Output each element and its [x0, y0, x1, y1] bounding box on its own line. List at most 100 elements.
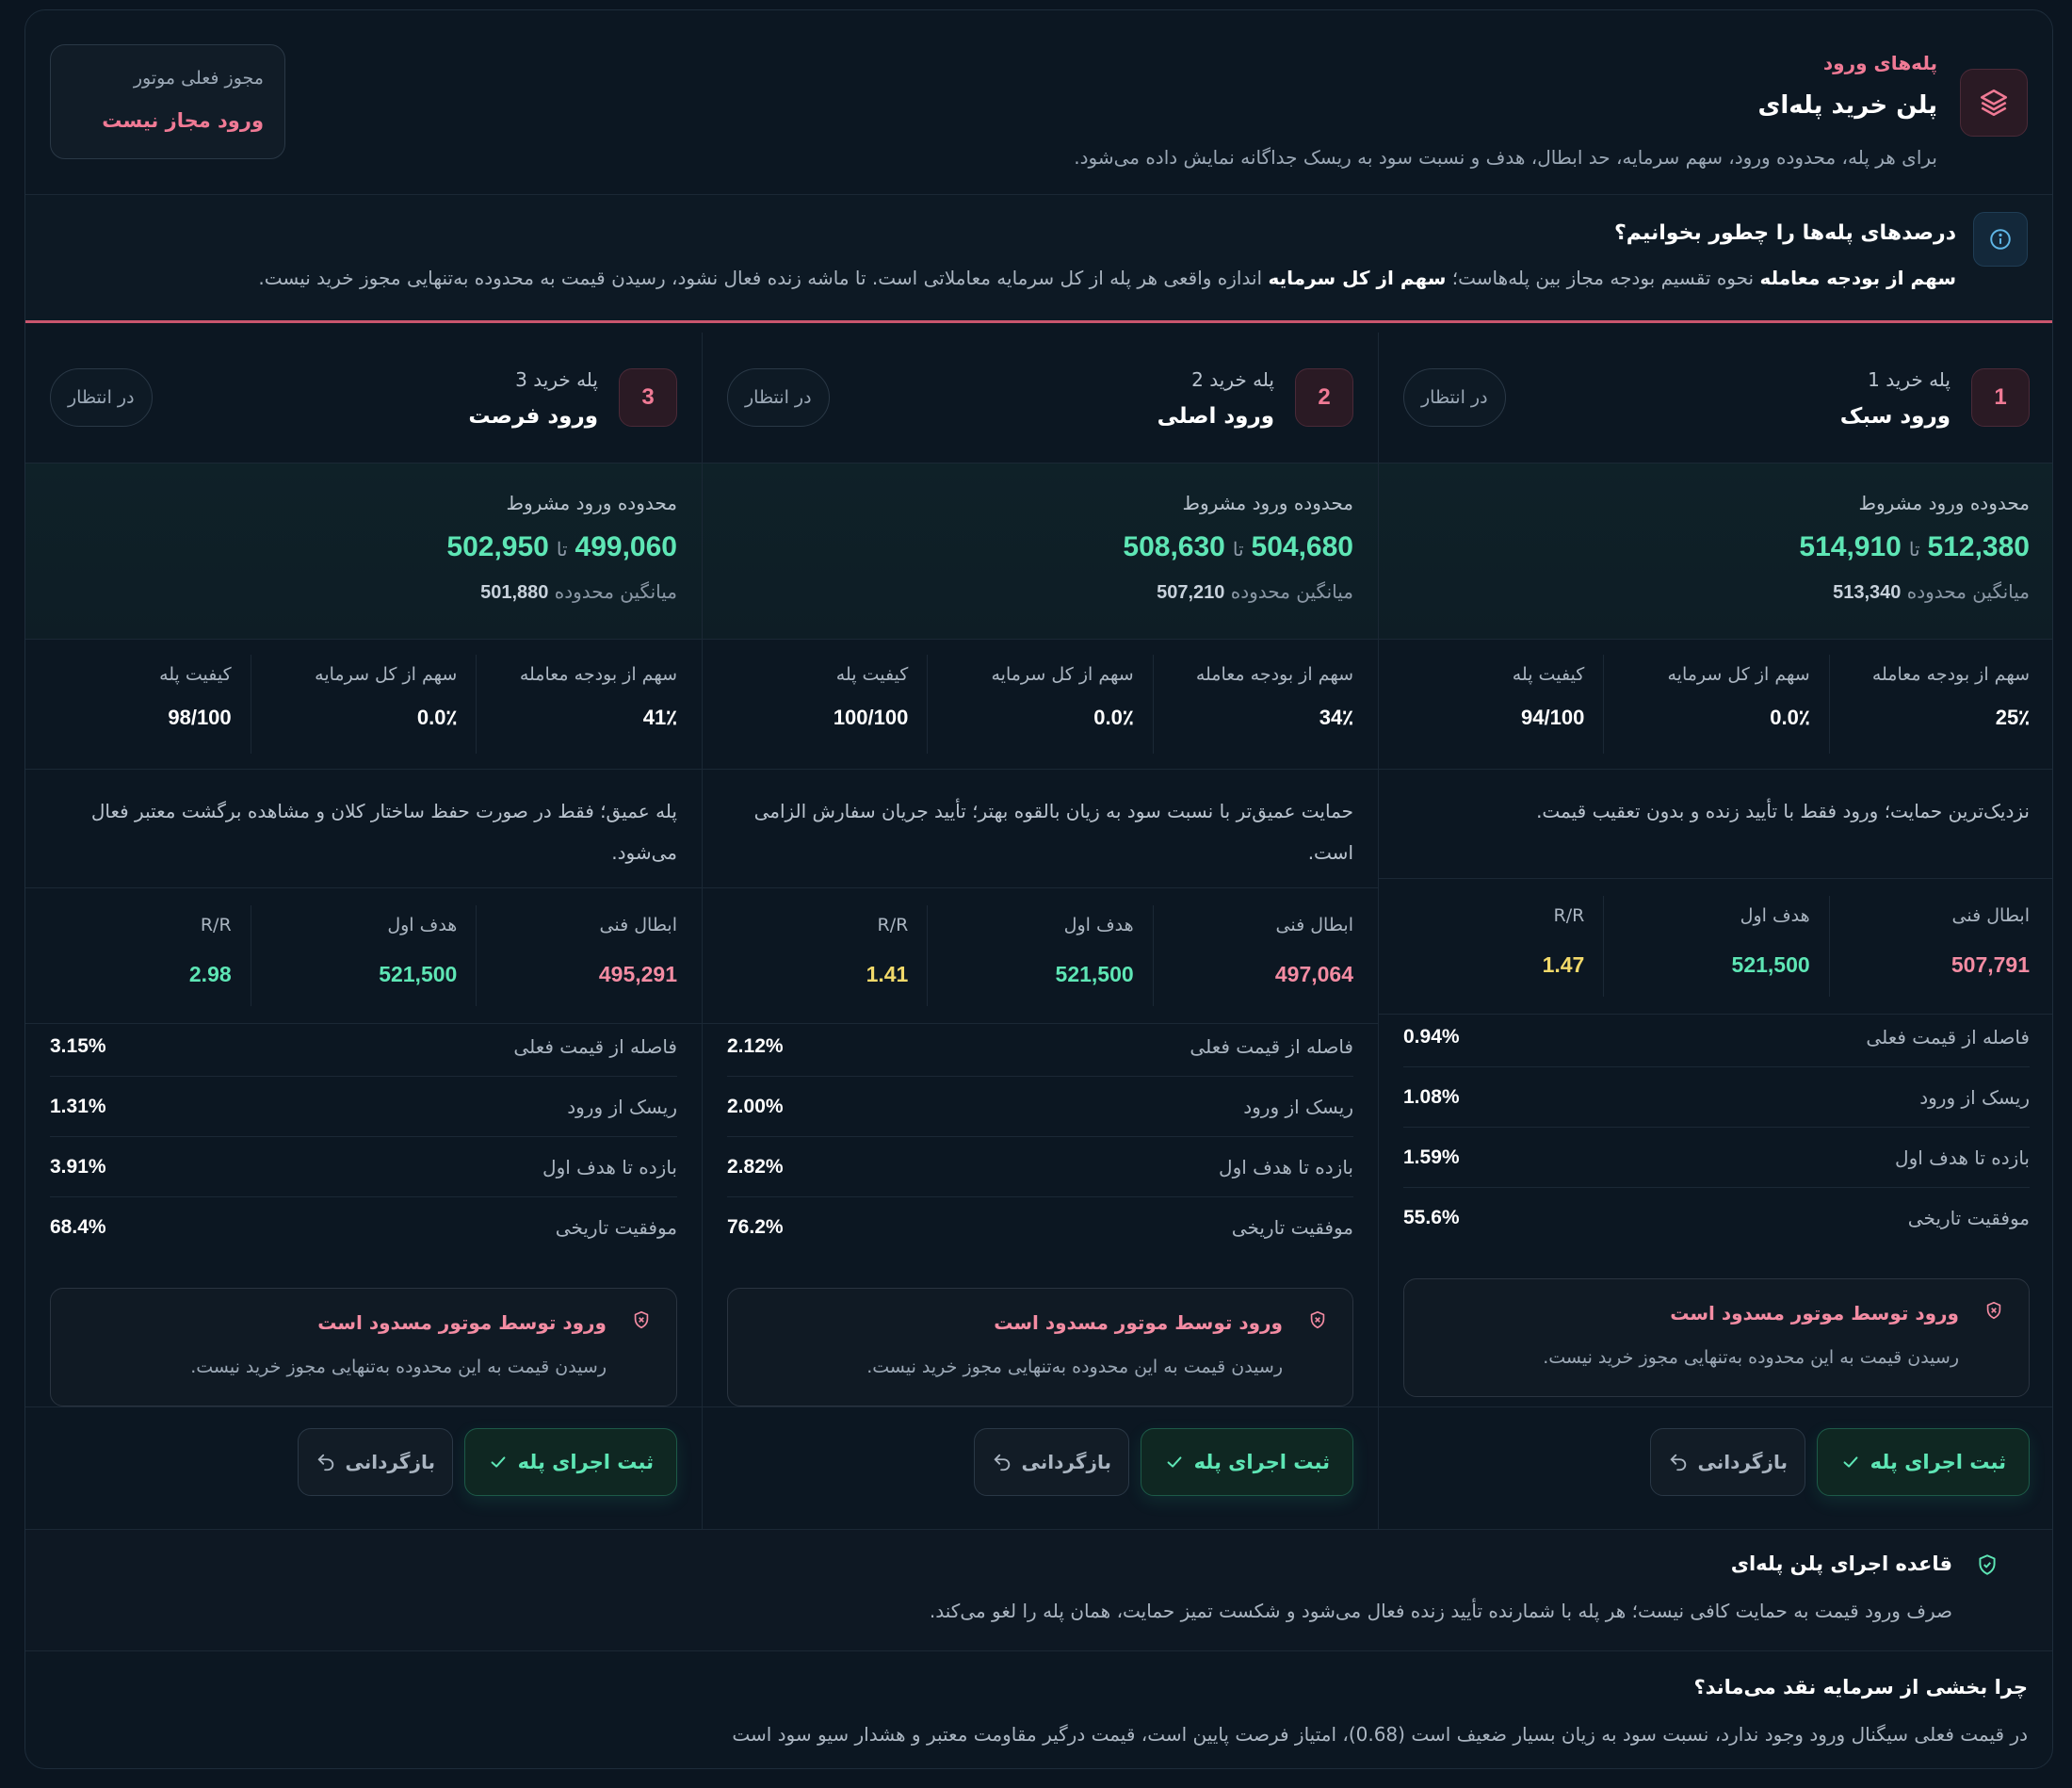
risk-label: ریسک از ورود [1243, 1096, 1353, 1118]
status-badge: در انتظار [1403, 368, 1506, 427]
distance-value: 2.12% [727, 1035, 784, 1057]
risk-value: 2.00% [727, 1096, 784, 1117]
return-label: بازده تا هدف اول [542, 1156, 677, 1178]
range-high: 514,910 [1799, 531, 1902, 562]
metric-row: موفقیت تاریخی 68.4% [50, 1197, 677, 1258]
entry-range: محدوده ورود مشروط 512,380 تا 514,910 میانگ… [1379, 463, 2052, 640]
blocked-title: ورود توسط موتور مسدود است [994, 1311, 1283, 1334]
budget-share-label: سهم از بودجه معامله [1871, 664, 2030, 685]
rr-level: R/R 1.41 [703, 905, 927, 1006]
range-low: 499,060 [575, 531, 677, 562]
step-column-2: 2 پله خرید 2 ورود اصلی در انتظار محدوده … [702, 333, 1378, 1529]
undo-button[interactable]: بازگردانی [973, 1428, 1129, 1496]
capital-share-value: 0.0٪ [1093, 706, 1134, 729]
info-title: درصدهای پله‌ها را چطور بخوانیم؟ [1614, 221, 1956, 245]
step-number-badge: 2 [1295, 368, 1353, 427]
page-description: برای هر پله، محدوده ورود، سهم سرمایه، حد… [1074, 146, 1937, 169]
allocation-stats: سهم از بودجه معامله 34٪ سهم از کل سرمایه… [703, 640, 1378, 770]
capital-share-value: 0.0٪ [1770, 706, 1810, 729]
stop-label: ابطال فنی [1951, 905, 2030, 926]
metric-row: ریسک از ورود 1.31% [50, 1077, 677, 1137]
capital-share-label: سهم از کل سرمایه [315, 664, 458, 685]
target-level: هدف اول 521,500 [927, 905, 1152, 1006]
range-average: میانگین محدوده 501,880 [480, 580, 677, 604]
stop-level: ابطال فنی 507,791 [1828, 896, 2052, 997]
layers-icon [1960, 69, 2028, 137]
rule-title: قاعده اجرای پلن پله‌ای [1730, 1552, 1952, 1575]
step-quality-value: 98/100 [168, 706, 232, 729]
undo-button[interactable]: بازگردانی [1649, 1428, 1805, 1496]
return-value: 1.59% [1403, 1146, 1460, 1168]
step-quality: کیفیت پله 100/100 [703, 655, 927, 754]
target-label: هدف اول [1740, 905, 1810, 926]
shield-x-icon [1307, 1309, 1328, 1334]
execution-rule: قاعده اجرای پلن پله‌ای صرف ورود قیمت به … [25, 1529, 2052, 1651]
distance-value: 3.15% [50, 1035, 106, 1057]
return-value: 3.91% [50, 1156, 106, 1178]
budget-share-value: 25٪ [1995, 706, 2030, 729]
range-average-label: میانگین محدوده [554, 580, 677, 603]
stop-value: 497,064 [1274, 962, 1353, 986]
steps-grid: 1 پله خرید 1 ورود سبک در انتظار محدوده و… [25, 333, 2052, 1529]
range-average-value: 507,210 [1157, 582, 1225, 603]
rr-value: 2.98 [188, 962, 232, 986]
step-number-badge: 3 [619, 368, 677, 427]
stop-level: ابطال فنی 495,291 [476, 905, 702, 1006]
undo-icon [317, 1454, 333, 1471]
info-text-part1: نحوه تقسیم بودجه مجاز بین پله‌هاست؛ [1446, 267, 1760, 289]
range-average: میانگین محدوده 513,340 [1833, 580, 2030, 604]
success-value: 68.4% [50, 1216, 106, 1238]
return-label: بازده تا هدف اول [1895, 1146, 2030, 1169]
step-metrics: فاصله از قیمت فعلی 0.94% ریسک از ورود 1.08… [1403, 1007, 2030, 1248]
metric-row: فاصله از قیمت فعلی 3.15% [50, 1016, 677, 1077]
info-strong-capital: سهم از کل سرمایه [1268, 267, 1447, 289]
undo-button[interactable]: بازگردانی [297, 1428, 453, 1496]
info-icon [1973, 212, 2028, 267]
capital-share-label: سهم از کل سرمایه [991, 664, 1134, 685]
step-name: ورود سبک [1839, 404, 1951, 429]
range-label: محدوده ورود مشروط [506, 492, 677, 514]
check-icon [1843, 1456, 1858, 1468]
return-label: بازده تا هدف اول [1219, 1156, 1353, 1178]
undo-label: بازگردانی [1697, 1451, 1788, 1473]
status-badge: در انتظار [727, 368, 830, 427]
rr-label: R/R [200, 915, 232, 935]
engine-blocked-alert: ورود توسط موتور مسدود است رسیدن قیمت به … [50, 1288, 677, 1406]
undo-icon [1670, 1454, 1686, 1471]
range-high: 508,630 [1123, 531, 1225, 562]
range-label: محدوده ورود مشروط [1858, 492, 2030, 514]
cash-reserve-reason: چرا بخشی از سرمایه نقد می‌ماند؟ در قیمت … [25, 1651, 2052, 1768]
range-average-value: 513,340 [1833, 582, 1902, 603]
step-name: ورود اصلی [1157, 404, 1274, 429]
success-label: موفقیت تاریخی [1907, 1207, 2030, 1229]
step-quality-value: 94/100 [1521, 706, 1585, 729]
rr-label: R/R [877, 915, 909, 935]
range-low: 504,680 [1251, 531, 1353, 562]
commit-step-button[interactable]: ثبت اجرای پله [1140, 1428, 1353, 1496]
price-levels: ابطال فنی 507,791 هدف اول 521,500 R/R 1.… [1379, 879, 2052, 1015]
metric-row: بازده تا هدف اول 1.59% [1403, 1128, 2030, 1188]
commit-step-button[interactable]: ثبت اجرای پله [1816, 1428, 2030, 1496]
budget-share-value: 34٪ [1319, 706, 1353, 729]
range-separator: تا [1908, 540, 1920, 561]
shield-check-icon [1975, 1552, 1999, 1581]
blocked-title: ورود توسط موتور مسدود است [317, 1311, 607, 1334]
range-average-label: میانگین محدوده [1230, 580, 1353, 603]
success-label: موفقیت تاریخی [555, 1216, 677, 1239]
target-label: هدف اول [387, 915, 458, 935]
range-separator: تا [556, 540, 568, 561]
return-value: 2.82% [727, 1156, 784, 1178]
page-title: پلن خرید پله‌ای [1757, 91, 1937, 120]
permit-status: ورود مجاز نیست [102, 109, 264, 132]
shield-x-icon [631, 1309, 652, 1334]
why-title: چرا بخشی از سرمایه نقد می‌ماند؟ [1693, 1676, 2028, 1699]
commit-label: ثبت اجرای پله [1193, 1451, 1330, 1473]
engine-blocked-alert: ورود توسط موتور مسدود است رسیدن قیمت به … [727, 1288, 1353, 1406]
commit-label: ثبت اجرای پله [517, 1451, 654, 1473]
capital-share-label: سهم از کل سرمایه [1667, 664, 1810, 685]
step-subtitle: پله خرید 2 [1191, 368, 1274, 391]
undo-icon [994, 1454, 1010, 1471]
permit-label: مجوز فعلی موتور [133, 68, 264, 89]
allocation-stats: سهم از بودجه معامله 25٪ سهم از کل سرمایه… [1379, 640, 2052, 770]
commit-step-button[interactable]: ثبت اجرای پله [463, 1428, 677, 1496]
